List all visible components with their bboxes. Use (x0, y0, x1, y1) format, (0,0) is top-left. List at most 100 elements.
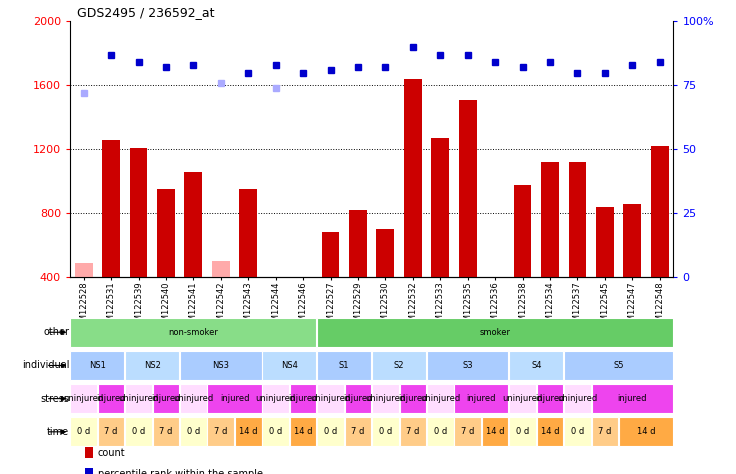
Bar (317, 351, 371, 380)
Text: 7 d: 7 d (461, 428, 475, 436)
Text: 7 d: 7 d (159, 428, 173, 436)
Bar (459, 100, 477, 277)
Text: NS2: NS2 (144, 361, 160, 370)
Bar (235, 417, 261, 447)
Text: injured: injured (96, 394, 126, 403)
Bar (208, 417, 234, 447)
Bar (372, 417, 399, 447)
Bar (431, 138, 449, 277)
Text: injured: injured (398, 394, 428, 403)
Text: non-smoker: non-smoker (169, 328, 219, 337)
Bar (568, 162, 587, 277)
Text: stress: stress (40, 393, 69, 404)
Text: 7 d: 7 d (351, 428, 364, 436)
Text: injured: injured (535, 394, 565, 403)
Text: injured: injured (220, 394, 250, 403)
Bar (98, 384, 124, 413)
Text: injured: injured (151, 394, 180, 403)
Text: other: other (43, 327, 69, 337)
Bar (509, 351, 563, 380)
Text: uninjured: uninjured (255, 394, 296, 403)
Bar (75, 263, 93, 277)
Text: S4: S4 (531, 361, 542, 370)
Text: uninjured: uninjured (118, 394, 159, 403)
Text: NS1: NS1 (89, 361, 106, 370)
Text: smoker: smoker (480, 328, 511, 337)
Text: percentile rank within the sample: percentile rank within the sample (98, 469, 263, 474)
Bar (262, 351, 316, 380)
Bar (427, 384, 453, 413)
Text: 14 d: 14 d (637, 428, 655, 436)
Text: 0 d: 0 d (132, 428, 145, 436)
Text: S5: S5 (613, 361, 624, 370)
Bar (404, 79, 422, 277)
Bar (71, 417, 97, 447)
Bar (239, 189, 257, 277)
Bar (564, 417, 591, 447)
Text: 0 d: 0 d (269, 428, 283, 436)
Bar (454, 384, 509, 413)
Bar (372, 384, 399, 413)
Bar (619, 417, 673, 447)
Bar (596, 207, 614, 277)
Bar (317, 417, 344, 447)
Text: 0 d: 0 d (77, 428, 91, 436)
Text: 14 d: 14 d (486, 428, 504, 436)
Text: uninjured: uninjured (365, 394, 406, 403)
Text: 0 d: 0 d (516, 428, 529, 436)
Bar (125, 384, 152, 413)
Bar (262, 417, 289, 447)
Bar (592, 417, 618, 447)
Bar (400, 384, 426, 413)
Text: 14 d: 14 d (239, 428, 258, 436)
Bar (344, 384, 371, 413)
Bar (102, 140, 120, 277)
Bar (623, 204, 641, 277)
Bar (537, 417, 563, 447)
Text: injured: injured (618, 394, 647, 403)
Bar (125, 417, 152, 447)
Bar (564, 351, 673, 380)
Text: NS4: NS4 (281, 361, 298, 370)
Bar (125, 351, 180, 380)
Text: injured: injured (343, 394, 372, 403)
Bar (71, 384, 97, 413)
Text: S1: S1 (339, 361, 350, 370)
Bar (427, 417, 453, 447)
Text: uninjured: uninjured (420, 394, 461, 403)
Text: 7 d: 7 d (105, 428, 118, 436)
Bar (208, 384, 261, 413)
Text: 7 d: 7 d (598, 428, 612, 436)
Bar (349, 210, 367, 277)
Bar (592, 384, 673, 413)
Bar (322, 233, 339, 277)
Text: NS3: NS3 (212, 361, 230, 370)
Bar (71, 318, 316, 347)
Bar (454, 417, 481, 447)
Bar (185, 172, 202, 277)
Bar (157, 189, 175, 277)
Text: 0 d: 0 d (324, 428, 337, 436)
Text: uninjured: uninjured (503, 394, 542, 403)
Bar (537, 384, 563, 413)
Bar (509, 384, 536, 413)
Bar (317, 318, 673, 347)
Text: uninjured: uninjured (173, 394, 213, 403)
Bar (180, 417, 207, 447)
Bar (290, 384, 316, 413)
Text: 0 d: 0 d (379, 428, 392, 436)
Text: individual: individual (22, 360, 69, 371)
Text: GDS2495 / 236592_at: GDS2495 / 236592_at (77, 6, 215, 19)
Bar (212, 261, 230, 277)
Text: uninjured: uninjured (557, 394, 598, 403)
Bar (130, 148, 147, 277)
Text: 14 d: 14 d (294, 428, 312, 436)
Text: 0 d: 0 d (571, 428, 584, 436)
Text: uninjured: uninjured (311, 394, 350, 403)
Text: count: count (98, 447, 126, 458)
Text: uninjured: uninjured (63, 394, 104, 403)
Bar (514, 184, 531, 277)
Bar (290, 417, 316, 447)
Bar (372, 351, 426, 380)
Bar (180, 351, 261, 380)
